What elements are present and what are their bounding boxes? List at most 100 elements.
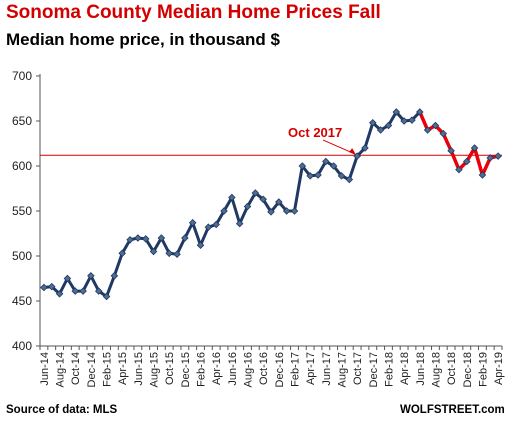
- x-tick-label: Dec-14: [86, 352, 98, 387]
- data-point: [416, 108, 424, 116]
- x-tick-label: Jun-16: [227, 352, 239, 386]
- x-tick-label: Apr-15: [117, 352, 129, 385]
- data-point: [337, 172, 346, 180]
- data-point: [165, 249, 173, 258]
- x-tick-label: Apr-16: [211, 352, 223, 385]
- data-point: [63, 274, 72, 283]
- x-tick-label: Feb-18: [383, 352, 395, 387]
- data-point: [141, 235, 150, 243]
- x-tick-label: Oct-16: [258, 352, 270, 385]
- x-tick-label: Dec-15: [180, 352, 192, 387]
- data-point: [212, 220, 220, 229]
- x-tick-label: Aug-16: [243, 352, 255, 387]
- x-tick-label: Aug-17: [336, 352, 348, 387]
- x-tick-label: Jun-14: [39, 352, 51, 386]
- data-point: [235, 219, 244, 228]
- annotation-arrowhead: [349, 148, 357, 156]
- data-point: [118, 249, 126, 258]
- x-tick-label: Jun-18: [415, 352, 427, 386]
- data-point: [220, 207, 228, 215]
- series-lines: [43, 110, 499, 298]
- data-point: [290, 207, 299, 215]
- x-tick-label: Dec-17: [368, 352, 380, 387]
- source-note: Source of data: MLS: [6, 404, 118, 416]
- data-point: [243, 202, 252, 211]
- x-tick-label: Dec-18: [462, 352, 474, 387]
- x-tick-label: Apr-18: [399, 352, 411, 385]
- y-tick-label: 550: [12, 204, 32, 218]
- data-point: [173, 250, 181, 258]
- data-point: [157, 234, 166, 242]
- data-point: [126, 236, 134, 244]
- series-line-highlight: [418, 111, 499, 177]
- data-point: [314, 171, 322, 179]
- annotation-label: Oct 2017: [288, 125, 342, 140]
- chart-title: Sonoma County Median Home Prices Fall: [6, 2, 381, 23]
- brand-label: WOLFSTREET.com: [400, 404, 505, 416]
- x-tick-label: Apr-19: [493, 352, 505, 385]
- data-point: [478, 171, 487, 179]
- x-axis: Jun-14 Aug-14 Oct-14 Dec-14 Feb-15 Apr-15 Jun-…: [39, 345, 505, 387]
- data-point: [134, 234, 142, 242]
- x-tick-label: Jun-17: [321, 352, 333, 386]
- series-line: [43, 110, 421, 298]
- data-point: [204, 223, 213, 231]
- data-point: [71, 287, 80, 295]
- y-axis: 400 450 500 550 600 650 700: [12, 69, 41, 353]
- x-tick-label: Apr-17: [305, 352, 317, 385]
- data-point: [275, 198, 283, 206]
- data-point: [384, 121, 393, 130]
- data-point: [455, 165, 463, 174]
- x-tick-label: Oct-17: [352, 352, 364, 385]
- data-point: [306, 172, 314, 180]
- data-point: [361, 144, 369, 152]
- x-tick-label: Aug-18: [430, 352, 442, 387]
- data-point: [408, 116, 416, 124]
- x-tick-label: Aug-14: [55, 352, 67, 387]
- y-tick-label: 700: [12, 69, 32, 83]
- data-point: [423, 126, 432, 134]
- chart-subtitle: Median home price, in thousand $: [6, 30, 280, 49]
- data-point: [298, 162, 307, 170]
- data-point: [322, 157, 330, 166]
- data-point: [110, 272, 119, 280]
- y-tick-label: 650: [12, 114, 32, 128]
- data-point: [392, 108, 401, 116]
- data-point: [470, 144, 479, 152]
- data-point: [462, 157, 471, 166]
- data-point: [494, 152, 502, 160]
- data-point: [55, 290, 64, 298]
- data-point: [400, 117, 408, 125]
- data-point: [376, 126, 385, 134]
- data-point: [329, 162, 338, 170]
- y-tick-label: 450: [12, 294, 32, 308]
- data-point: [259, 195, 267, 204]
- x-tick-label: Oct-15: [164, 352, 176, 385]
- data-point: [188, 218, 197, 227]
- x-tick-label: Aug-15: [149, 352, 161, 387]
- data-point: [181, 234, 189, 242]
- x-tick-label: Oct-18: [446, 352, 458, 385]
- data-point: [345, 175, 354, 184]
- annotations: Oct 2017: [288, 125, 357, 156]
- x-tick-label: Oct-14: [70, 352, 82, 385]
- x-tick-label: Feb-17: [289, 352, 301, 387]
- data-point: [447, 146, 455, 155]
- data-point: [47, 282, 56, 291]
- data-point: [149, 247, 158, 256]
- data-point: [228, 193, 236, 202]
- data-point: [94, 287, 103, 295]
- data-point: [486, 154, 495, 162]
- data-point: [439, 129, 448, 138]
- data-point: [40, 283, 48, 292]
- data-point: [251, 189, 260, 197]
- data-point: [102, 292, 111, 301]
- x-tick-label: Jun-15: [133, 352, 145, 386]
- data-point: [282, 207, 291, 215]
- data-point: [79, 287, 87, 295]
- x-tick-label: Feb-15: [102, 352, 114, 387]
- data-point: [267, 208, 275, 216]
- x-tick-label: Dec-16: [274, 352, 286, 387]
- data-point: [431, 121, 440, 130]
